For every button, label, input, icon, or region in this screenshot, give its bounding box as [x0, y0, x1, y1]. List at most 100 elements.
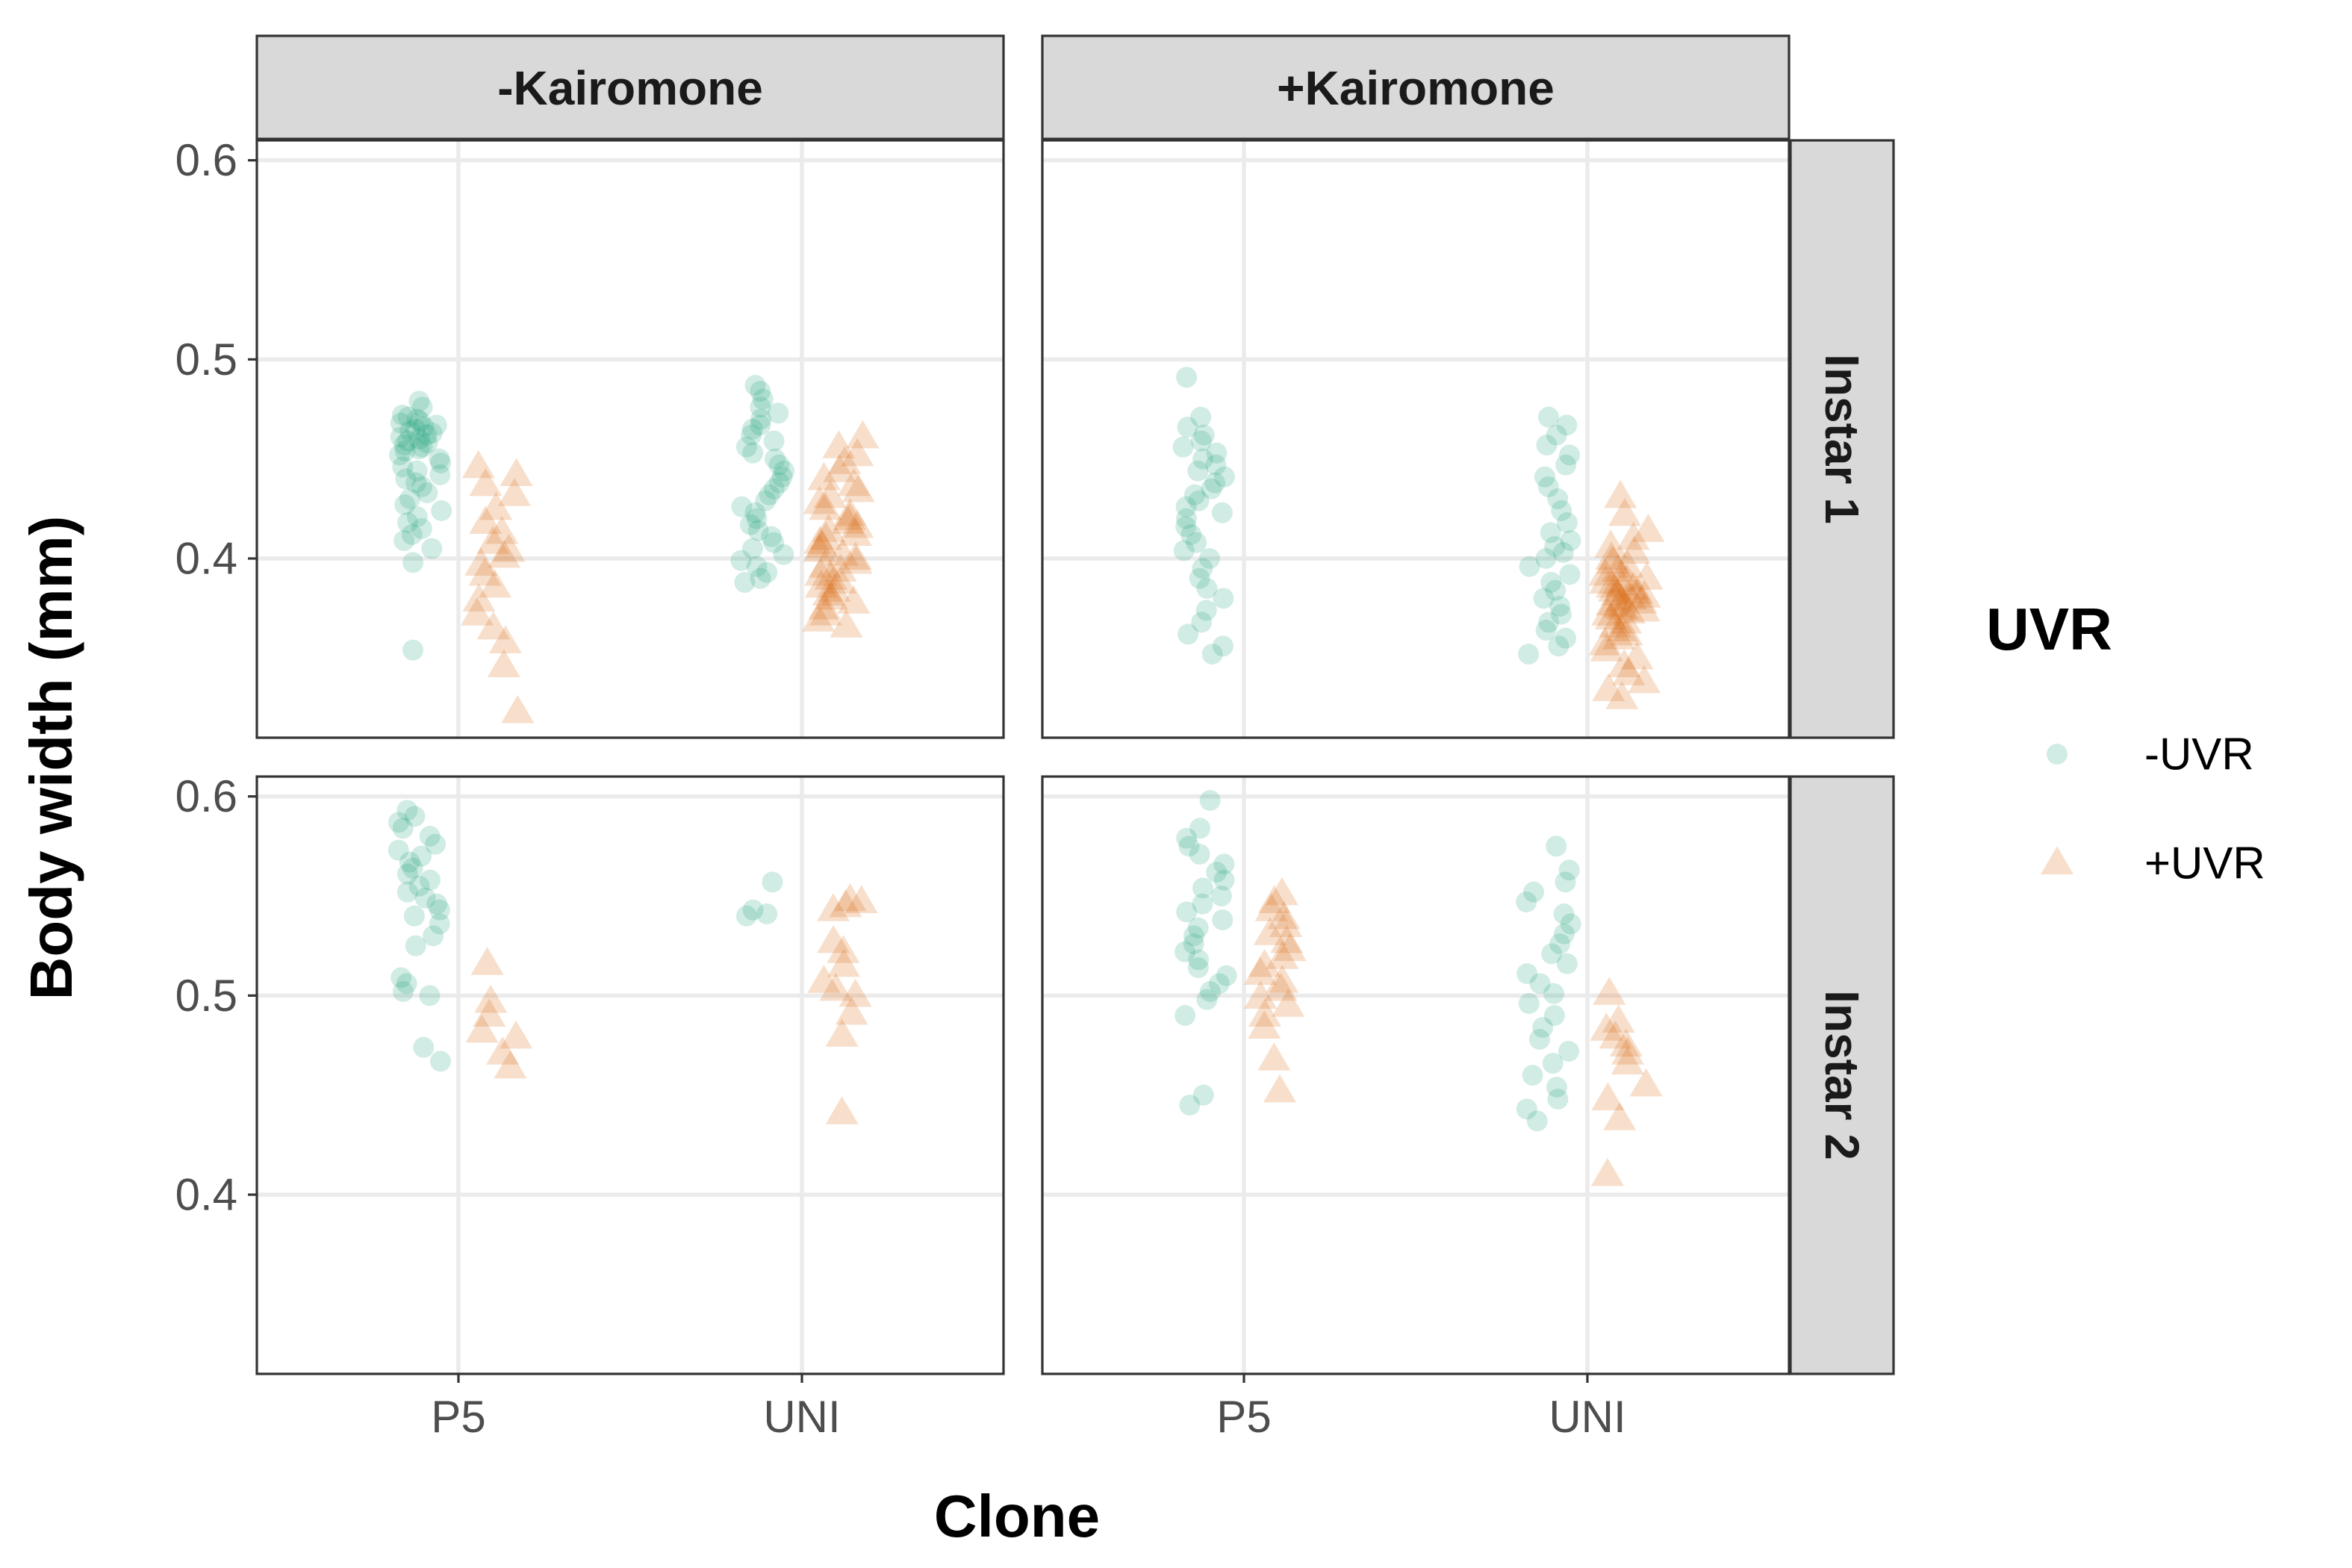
data-point-triangle: [1609, 605, 1643, 634]
data-point-circle: [750, 567, 771, 589]
data-point-circle: [746, 556, 768, 577]
data-point-circle: [406, 506, 428, 527]
data-point-triangle: [833, 883, 867, 912]
data-point-circle: [755, 490, 777, 511]
data-point-triangle: [469, 467, 503, 497]
data-point-triangle: [839, 517, 872, 547]
data-point-circle: [762, 871, 783, 893]
data-point-circle: [1547, 1089, 1569, 1110]
data-point-circle: [1526, 1110, 1548, 1132]
data-point-circle: [1546, 1077, 1567, 1098]
data-point-circle: [773, 544, 794, 565]
data-point-circle: [730, 550, 752, 571]
facet-panel: [255, 139, 1005, 739]
data-point-triangle: [1611, 1046, 1644, 1075]
data-point-circle: [1516, 892, 1537, 912]
data-point-circle: [1556, 414, 1578, 436]
data-point-circle: [417, 432, 438, 454]
data-point-circle: [389, 444, 411, 466]
data-point-circle: [1201, 644, 1223, 665]
data-point-circle: [396, 881, 418, 903]
data-point-circle: [393, 981, 414, 1002]
data-point-triangle: [1605, 567, 1638, 596]
data-point-circle: [1195, 600, 1217, 621]
data-point-triangle: [829, 889, 862, 918]
data-point-circle: [396, 973, 417, 995]
data-point-circle: [1201, 478, 1222, 500]
data-point-triangle: [1631, 514, 1665, 542]
data-point-triangle: [1254, 893, 1288, 921]
data-point-triangle: [833, 497, 867, 526]
data-point-triangle: [1263, 1074, 1296, 1103]
data-point-circle: [411, 476, 433, 497]
panel-border: [255, 775, 1005, 1375]
data-point-triangle: [1603, 1102, 1637, 1130]
data-point-triangle: [473, 998, 506, 1027]
data-point-circle: [1179, 1095, 1201, 1116]
data-point-circle: [1189, 818, 1211, 839]
facet-row-strip: [1789, 775, 1895, 1375]
data-point-circle: [1535, 548, 1557, 569]
data-point-circle: [421, 423, 443, 444]
data-point-circle: [1193, 424, 1215, 446]
data-point-circle: [1537, 476, 1559, 497]
data-point-circle: [1188, 490, 1210, 511]
data-point-triangle: [803, 526, 837, 554]
data-point-circle: [404, 806, 426, 827]
data-point-triangle: [802, 603, 836, 632]
facet-row-label: Instar 1: [1815, 354, 1869, 524]
data-point-circle: [742, 538, 764, 559]
data-point-circle: [421, 538, 443, 559]
data-point-circle: [1550, 603, 1572, 625]
data-point-triangle: [808, 550, 841, 578]
data-point-triangle: [825, 1018, 859, 1047]
facet-panel: [1041, 139, 1791, 739]
data-point-triangle: [1248, 998, 1282, 1027]
data-point-triangle: [486, 1036, 520, 1065]
data-point-circle: [395, 468, 417, 490]
data-point-circle: [411, 518, 432, 539]
data-point-triangle: [1608, 497, 1642, 526]
data-point-triangle: [1617, 571, 1650, 600]
data-point-triangle: [465, 1014, 499, 1043]
data-point-triangle: [839, 545, 873, 574]
data-point-triangle: [1608, 649, 1641, 678]
panel-border: [255, 139, 1005, 739]
data-point-triangle: [831, 505, 865, 535]
data-point-circle: [1555, 871, 1576, 893]
data-point-circle: [1190, 430, 1212, 452]
data-point-circle: [1212, 909, 1233, 930]
panel-background: [257, 140, 1004, 738]
data-point-triangle: [1605, 591, 1640, 620]
data-point-circle: [417, 482, 438, 503]
data-point-circle: [1519, 556, 1540, 577]
data-point-circle: [1192, 893, 1213, 915]
data-point-circle: [406, 408, 428, 430]
data-point-circle: [419, 869, 441, 891]
data-point-circle: [1542, 1053, 1564, 1074]
data-point-circle: [392, 818, 414, 839]
data-point-circle: [1176, 367, 1198, 388]
legend-key-circle: [2047, 744, 2068, 765]
data-point-triangle: [823, 454, 856, 482]
data-point-triangle: [841, 473, 875, 503]
data-point-circle: [742, 442, 764, 464]
data-point-circle: [388, 812, 409, 833]
data-point-circle: [1186, 532, 1207, 553]
data-point-triangle: [1614, 581, 1647, 610]
data-point-circle: [1523, 881, 1545, 903]
data-point-triangle: [807, 965, 841, 993]
data-point-circle: [1532, 1017, 1554, 1038]
data-point-triangle: [500, 1020, 533, 1049]
data-point-circle: [741, 424, 762, 446]
data-point-circle: [426, 893, 448, 915]
data-point-circle: [391, 405, 413, 426]
data-point-triangle: [1588, 557, 1622, 586]
panels-layer: [255, 139, 1791, 1375]
data-point-triangle: [825, 1096, 859, 1124]
data-point-circle: [1551, 500, 1572, 521]
data-point-triangle: [488, 625, 522, 654]
data-point-circle: [1184, 484, 1206, 505]
data-point-circle: [390, 426, 411, 448]
